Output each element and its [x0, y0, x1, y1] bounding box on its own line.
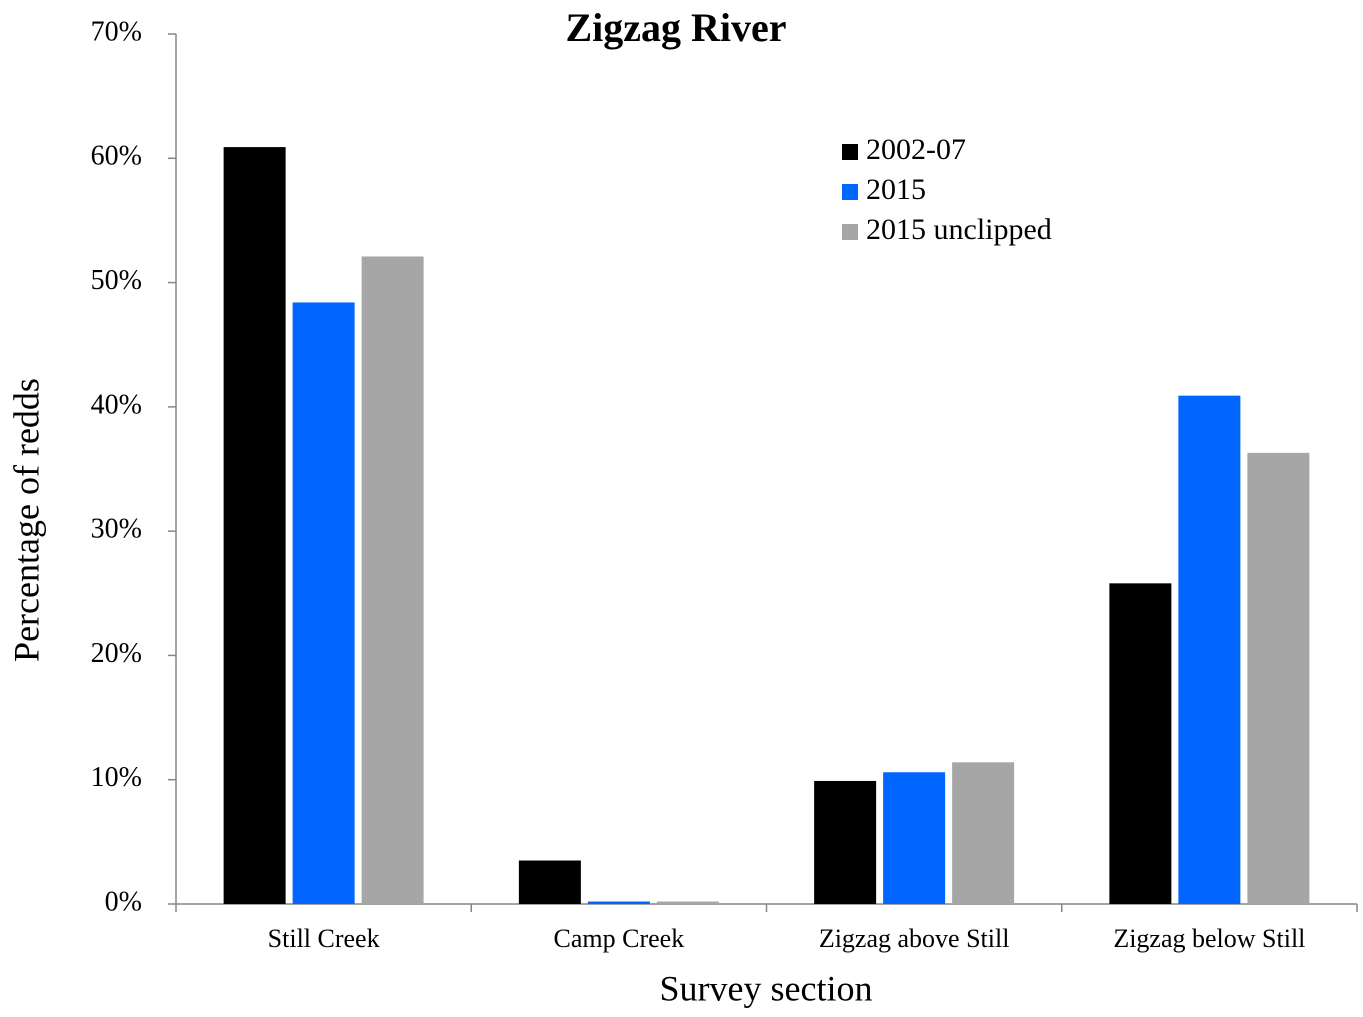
bar: [1178, 395, 1241, 904]
y-tick-label: 60%: [91, 141, 142, 172]
legend-label: 2015: [866, 173, 926, 206]
legend-swatch: [842, 144, 858, 160]
bar: [1247, 452, 1310, 904]
bar: [1109, 583, 1172, 904]
bar: [361, 256, 424, 904]
y-tick-label: 20%: [91, 638, 142, 669]
legend-label: 2002-07: [866, 133, 966, 166]
x-tick-label: Zigzag below Still: [1113, 924, 1305, 953]
x-tick-label: Camp Creek: [554, 924, 685, 953]
y-tick-label: 40%: [91, 389, 142, 420]
legend-swatch: [842, 184, 858, 200]
bar: [883, 772, 946, 904]
bar: [292, 302, 355, 904]
bar: [952, 762, 1015, 904]
y-tick-label: 10%: [91, 762, 142, 793]
y-tick-label: 50%: [91, 265, 142, 296]
bar: [587, 901, 650, 904]
bar: [656, 901, 719, 904]
y-axis-title: Percentage of redds: [6, 378, 46, 662]
x-axis-title: Survey section: [660, 968, 873, 1008]
x-tick-label: Still Creek: [268, 924, 380, 953]
y-tick-label: 0%: [105, 886, 142, 917]
legend-label: 2015 unclipped: [866, 213, 1052, 246]
chart-title: Zigzag River: [565, 5, 786, 50]
bar: [814, 780, 877, 904]
bar: [223, 147, 286, 905]
x-tick-label: Zigzag above Still: [819, 924, 1010, 953]
y-tick-label: 70%: [91, 16, 142, 47]
y-tick-label: 30%: [91, 514, 142, 545]
bar: [518, 860, 581, 904]
legend-swatch: [842, 224, 858, 240]
